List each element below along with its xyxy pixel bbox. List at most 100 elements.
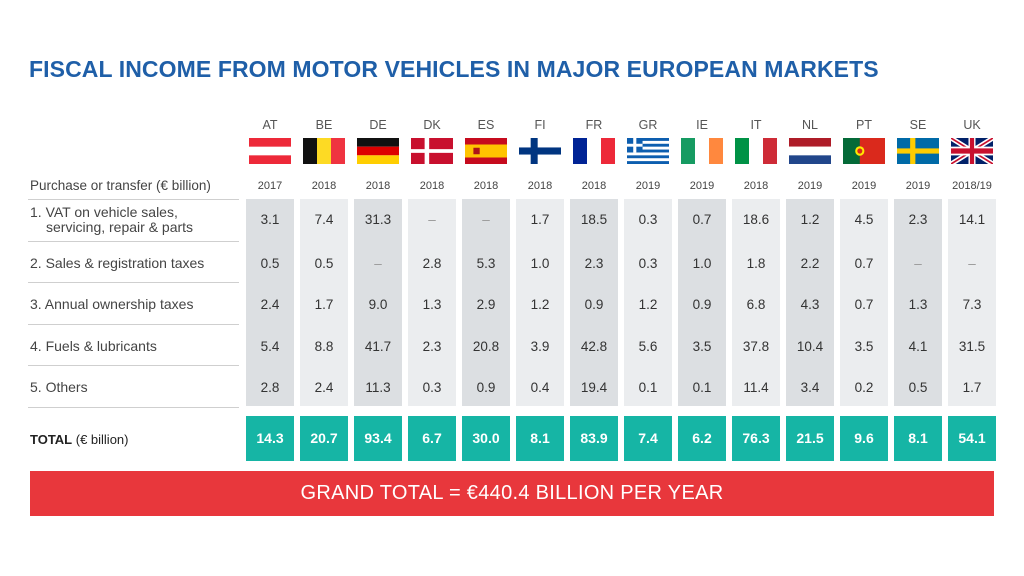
data-year: 2018: [473, 180, 499, 192]
data-cell: 0.9: [692, 297, 712, 312]
row-label-line: servicing, repair & parts: [46, 219, 194, 235]
data-year: 2018: [743, 180, 769, 192]
data-cell: 0.3: [638, 212, 658, 227]
greece-flag-icon: [627, 138, 669, 164]
uk-flag-icon: [951, 138, 993, 164]
data-cell: 3.9: [530, 339, 550, 354]
data-cell: 0.5: [314, 256, 334, 271]
data-cell: 2.8: [422, 256, 442, 271]
netherlands-flag-icon: [789, 138, 831, 164]
column-background: [354, 199, 402, 406]
data-cell: 0.5: [260, 256, 280, 271]
total-label-bold: TOTAL: [30, 432, 73, 447]
data-cell: 2.3: [584, 256, 604, 271]
row-divider: [28, 282, 239, 283]
data-year: 2018/19: [952, 180, 992, 192]
data-year: 2019: [797, 180, 823, 192]
data-cell: –: [482, 212, 490, 227]
data-cell: 9.0: [368, 297, 388, 312]
germany-flag-icon: [357, 138, 399, 164]
data-cell: 1.0: [530, 256, 550, 271]
row-label: 1. VAT on vehicle sales, servicing, repai…: [30, 205, 193, 235]
data-cell: 37.8: [742, 339, 770, 354]
column-background: [678, 199, 726, 406]
italy-flag-icon: [735, 138, 777, 164]
row-label: 2. Sales & registration taxes: [30, 256, 204, 271]
data-cell: 0.1: [638, 380, 658, 395]
data-cell: 0.9: [584, 297, 604, 312]
chart-title: FISCAL INCOME FROM MOTOR VEHICLES IN MAJ…: [29, 56, 879, 82]
total-cell: 20.7: [300, 416, 348, 461]
data-cell: 18.6: [742, 212, 770, 227]
data-cell: 2.3: [422, 339, 442, 354]
total-cell: 9.6: [840, 416, 888, 461]
data-cell: 1.7: [314, 297, 334, 312]
column-background: [516, 199, 564, 406]
row-label: 3. Annual ownership taxes: [30, 297, 193, 312]
data-year: 2017: [257, 180, 283, 192]
country-code: AT: [262, 118, 278, 132]
data-cell: 2.2: [800, 256, 820, 271]
data-cell: 5.6: [638, 339, 658, 354]
data-cell: 1.2: [638, 297, 658, 312]
total-label: TOTAL (€ billion): [30, 432, 128, 447]
country-code: ES: [477, 118, 495, 132]
data-cell: 20.8: [472, 339, 500, 354]
column-background: [300, 199, 348, 406]
data-cell: 2.4: [314, 380, 334, 395]
column-background: [624, 199, 672, 406]
row-label-line: 4. Fuels & lubricants: [30, 338, 157, 354]
row-label-line: 2. Sales & registration taxes: [30, 255, 205, 271]
data-cell: 5.4: [260, 339, 280, 354]
country-code: IE: [696, 118, 708, 132]
data-cell: 19.4: [580, 380, 608, 395]
total-cell: 14.3: [246, 416, 294, 461]
total-cell: 6.7: [408, 416, 456, 461]
total-cell: 76.3: [732, 416, 780, 461]
total-cell: 8.1: [894, 416, 942, 461]
sweden-flag-icon: [897, 138, 939, 164]
belgium-flag-icon: [303, 138, 345, 164]
austria-flag-icon: [249, 138, 291, 164]
column-background: [732, 199, 780, 406]
data-cell: 6.8: [746, 297, 766, 312]
data-cell: 1.3: [908, 297, 928, 312]
column-background: [786, 199, 834, 406]
row-label: 4. Fuels & lubricants: [30, 339, 157, 354]
data-cell: 4.1: [908, 339, 928, 354]
total-cell: 30.0: [462, 416, 510, 461]
data-year: 2019: [635, 180, 661, 192]
data-cell: 41.7: [364, 339, 392, 354]
data-cell: 3.5: [854, 339, 874, 354]
row-divider: [28, 199, 239, 200]
data-year: 2019: [689, 180, 715, 192]
total-label-unit: (€ billion): [72, 432, 129, 447]
data-year: 2019: [851, 180, 877, 192]
data-cell: 0.2: [854, 380, 874, 395]
data-cell: 4.3: [800, 297, 820, 312]
data-cell: 1.0: [692, 256, 712, 271]
data-cell: 2.3: [908, 212, 928, 227]
column-background: [408, 199, 456, 406]
data-year: 2018: [365, 180, 391, 192]
portugal-flag-icon: [843, 138, 885, 164]
data-cell: 31.5: [958, 339, 986, 354]
grand-total-banner: GRAND TOTAL = €440.4 BILLION PER YEAR: [30, 471, 994, 516]
denmark-flag-icon: [411, 138, 453, 164]
data-cell: 0.9: [476, 380, 496, 395]
data-cell: 10.4: [796, 339, 824, 354]
data-cell: 0.5: [908, 380, 928, 395]
country-code: GR: [638, 118, 658, 132]
country-code: FI: [534, 118, 546, 132]
country-code: IT: [750, 118, 762, 132]
data-cell: 2.9: [476, 297, 496, 312]
row-divider: [28, 407, 239, 408]
data-year: 2018: [419, 180, 445, 192]
data-cell: –: [914, 256, 922, 271]
data-cell: 0.7: [692, 212, 712, 227]
total-cell: 6.2: [678, 416, 726, 461]
data-cell: 1.2: [800, 212, 820, 227]
data-cell: 0.1: [692, 380, 712, 395]
column-background: [840, 199, 888, 406]
data-cell: 1.3: [422, 297, 442, 312]
